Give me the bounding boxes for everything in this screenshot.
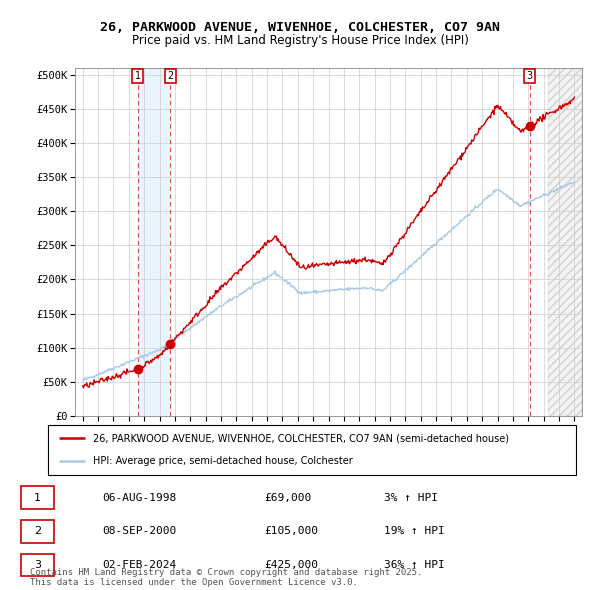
Bar — [548, 68, 582, 416]
Text: 26, PARKWOOD AVENUE, WIVENHOE, COLCHESTER, CO7 9AN: 26, PARKWOOD AVENUE, WIVENHOE, COLCHESTE… — [100, 21, 500, 34]
Text: 3: 3 — [34, 560, 41, 570]
Text: 36% ↑ HPI: 36% ↑ HPI — [384, 560, 445, 570]
Text: 26, PARKWOOD AVENUE, WIVENHOE, COLCHESTER, CO7 9AN (semi-detached house): 26, PARKWOOD AVENUE, WIVENHOE, COLCHESTE… — [93, 433, 509, 443]
Text: £69,000: £69,000 — [264, 493, 311, 503]
Text: Price paid vs. HM Land Registry's House Price Index (HPI): Price paid vs. HM Land Registry's House … — [131, 34, 469, 47]
Text: £425,000: £425,000 — [264, 560, 318, 570]
Text: 1: 1 — [34, 493, 41, 503]
Text: HPI: Average price, semi-detached house, Colchester: HPI: Average price, semi-detached house,… — [93, 457, 353, 467]
Text: 2: 2 — [34, 526, 41, 536]
Text: 02-FEB-2024: 02-FEB-2024 — [102, 560, 176, 570]
Text: 1: 1 — [135, 71, 141, 81]
Text: 3: 3 — [527, 71, 533, 81]
Text: £105,000: £105,000 — [264, 526, 318, 536]
Text: Contains HM Land Registry data © Crown copyright and database right 2025.
This d: Contains HM Land Registry data © Crown c… — [30, 568, 422, 587]
Text: 19% ↑ HPI: 19% ↑ HPI — [384, 526, 445, 536]
Text: 3% ↑ HPI: 3% ↑ HPI — [384, 493, 438, 503]
Bar — [138, 68, 170, 416]
Text: 2: 2 — [167, 71, 173, 81]
Text: 08-SEP-2000: 08-SEP-2000 — [102, 526, 176, 536]
Text: 06-AUG-1998: 06-AUG-1998 — [102, 493, 176, 503]
